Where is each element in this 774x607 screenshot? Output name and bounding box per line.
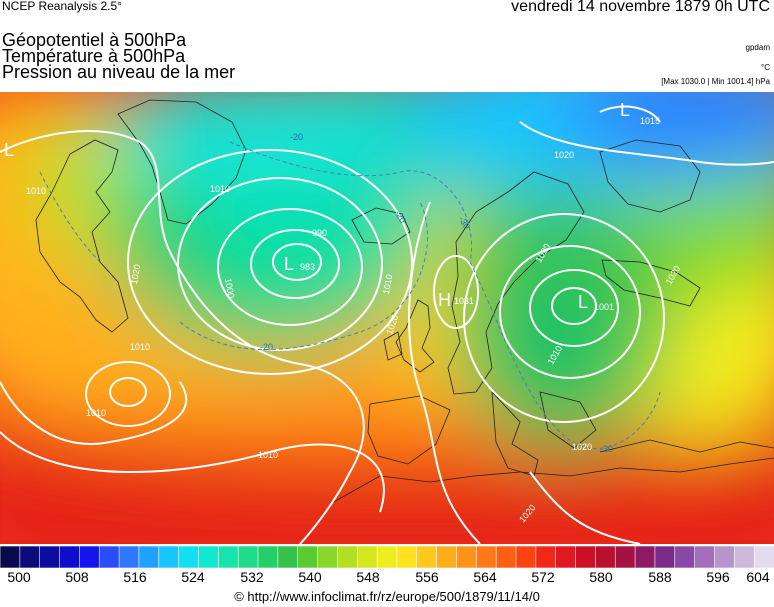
colorbar-swatch [59, 546, 81, 568]
colorbar-swatch [575, 546, 597, 568]
tick-556: 556 [415, 569, 439, 585]
center-marker-high-1031: H [438, 290, 451, 310]
colorbar-ticks: 500 508 516 524 532 540 548 556 564 572 … [0, 569, 774, 587]
tick-508: 508 [65, 569, 89, 585]
colorbar-swatch [138, 546, 160, 568]
tick-580: 580 [589, 569, 613, 585]
label-1010-c: 1010 [86, 408, 106, 418]
center-marker-low-983: L [284, 254, 294, 274]
colorbar-swatch [714, 546, 736, 568]
center-marker-low-1001: L [578, 292, 588, 312]
label-1010-b: 1010 [130, 342, 150, 352]
title-temperature: Température à 500hPa [2, 46, 186, 66]
colorbar-swatch [694, 546, 716, 568]
tick-596: 596 [706, 569, 730, 585]
colorbar-swatch [118, 546, 140, 568]
isobars [0, 105, 774, 544]
colorbar-swatch [356, 546, 378, 568]
label-1031: 1031 [454, 296, 474, 306]
unit-temperature: °C [761, 63, 770, 72]
colorbar-swatch [198, 546, 220, 568]
label-1010-f: 1010 [381, 273, 394, 294]
colorbar [0, 546, 774, 568]
colorbar-swatch [297, 546, 319, 568]
tick-524: 524 [181, 569, 205, 585]
colorbar-swatch [515, 546, 537, 568]
label-temp-b: -20 [260, 342, 273, 352]
label-990: 990 [312, 228, 327, 238]
title-geopotential: Géopotentiel à 500hPa [2, 30, 187, 50]
title-pressure: Pression au niveau de la mer [2, 62, 236, 82]
tick-604: 604 [746, 569, 770, 585]
colorbar-swatch [178, 546, 200, 568]
center-value-1015: 1015 [640, 116, 660, 126]
label-983: 983 [300, 262, 315, 272]
colorbar-swatch [495, 546, 517, 568]
pressure-range: [Max 1030.0 | Min 1001.4] hPa [661, 77, 770, 86]
colorbar-swatch [595, 546, 617, 568]
colorbar-swatch [436, 546, 458, 568]
source-url[interactable]: © http://www.infoclimat.fr/rz/europe/500… [234, 589, 540, 604]
colorbar-swatch [396, 546, 418, 568]
colorbar-swatch [753, 546, 774, 568]
label-1020-c: 1020 [554, 150, 574, 160]
temperature-field [0, 92, 774, 544]
unit-geopotential: gpdam [745, 43, 770, 52]
tick-532: 532 [240, 569, 264, 585]
colorbar-swatch [654, 546, 676, 568]
tick-588: 588 [648, 569, 672, 585]
colorbar-swatch [416, 546, 438, 568]
center-marker-low-1015: L [620, 100, 630, 120]
tick-500: 500 [7, 569, 31, 585]
label-1010-a: 1010 [210, 184, 230, 194]
temperature-isotherms [39, 141, 661, 450]
colorbar-swatch [476, 546, 497, 568]
colorbar-swatch [734, 546, 755, 568]
colorbar-swatch [218, 546, 239, 568]
colorbar-swatch [317, 546, 339, 568]
colorbar-swatch [376, 546, 398, 568]
weather-map: 990 983 1000 1010 1010 1010 1010 1010 10… [0, 92, 774, 544]
tick-548: 548 [356, 569, 380, 585]
tick-564: 564 [473, 569, 497, 585]
tick-572: 572 [531, 569, 555, 585]
colorbar-swatch [555, 546, 577, 568]
label-1020-a: 1020 [129, 263, 142, 284]
colorbar-swatch [337, 546, 359, 568]
center-marker-low-west: L [4, 140, 14, 160]
colorbar-swatch [98, 546, 120, 568]
source-label: NCEP Reanalysis 2.5° [2, 0, 122, 13]
colorbar-swatch [674, 546, 696, 568]
titles-block: Géopotentiel à 500hPa Température à 500h… [2, 30, 236, 82]
colorbar-swatch [257, 546, 279, 568]
colorbar-swatch [634, 546, 656, 568]
label-1010-d: 1010 [258, 450, 278, 460]
tick-540: 540 [298, 569, 322, 585]
label-temp-e: -30 [600, 444, 613, 454]
colorbar-swatch [237, 546, 259, 568]
label-1001: 1001 [594, 302, 614, 312]
colorbar-swatch [39, 546, 61, 568]
pressure-centers: L L H L 1015 L [4, 100, 660, 312]
label-1000: 1000 [223, 277, 236, 298]
label-1020-f: 1020 [572, 442, 592, 452]
colorbar-swatch [456, 546, 478, 568]
label-temp-a: -20 [290, 132, 303, 142]
colorbar-swatch [158, 546, 180, 568]
colorbar-swatch [535, 546, 557, 568]
coastlines [35, 99, 774, 505]
colorbar-swatch [19, 546, 41, 568]
label-1010-e: 1010 [26, 186, 46, 196]
colorbar-swatch [0, 546, 21, 568]
colorbar-swatch [79, 546, 101, 568]
colorbar-swatch [277, 546, 299, 568]
date-label: vendredi 14 novembre 1879 0h UTC [511, 0, 770, 15]
colorbar-swatch [614, 546, 636, 568]
tick-516: 516 [123, 569, 147, 585]
